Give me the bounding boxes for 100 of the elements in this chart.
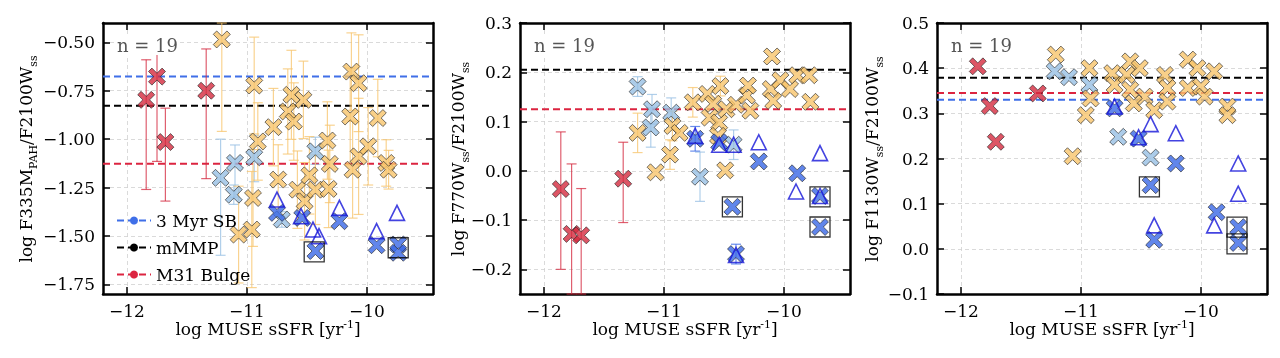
point bbox=[310, 227, 328, 245]
point bbox=[1080, 59, 1099, 78]
point bbox=[1188, 59, 1207, 78]
point bbox=[1167, 124, 1185, 142]
point bbox=[319, 179, 338, 198]
point bbox=[264, 118, 283, 137]
point bbox=[628, 77, 647, 96]
y-tick-label: 0.2 bbox=[484, 62, 512, 83]
point bbox=[1081, 89, 1100, 108]
point bbox=[245, 148, 264, 167]
point bbox=[646, 163, 665, 182]
point bbox=[1156, 66, 1174, 84]
point bbox=[367, 236, 386, 255]
point bbox=[211, 168, 230, 187]
point bbox=[226, 154, 244, 172]
point bbox=[787, 183, 805, 200]
point bbox=[1207, 203, 1226, 222]
point bbox=[197, 81, 216, 100]
y-tick-label: −0.1 bbox=[887, 284, 929, 304]
x-tick-label: −11 bbox=[646, 300, 682, 321]
x-tick-label: −10 bbox=[349, 300, 385, 321]
point bbox=[986, 132, 1005, 151]
y-tick-label: 0.1 bbox=[484, 111, 512, 132]
y-tick-label: −1.25 bbox=[42, 177, 95, 198]
point bbox=[1045, 62, 1064, 81]
point bbox=[716, 161, 735, 180]
point bbox=[284, 112, 303, 131]
x-tick-label: −11 bbox=[1063, 300, 1099, 321]
annotation: n = 19 bbox=[951, 34, 1013, 56]
point bbox=[749, 152, 768, 171]
y-tick-label: 0.3 bbox=[484, 13, 512, 33]
point bbox=[282, 85, 301, 104]
point bbox=[1141, 148, 1160, 167]
point bbox=[245, 76, 264, 95]
point bbox=[1109, 127, 1128, 146]
y-tick-label: −0.1 bbox=[470, 210, 512, 231]
y-tick-label: 0.0 bbox=[901, 238, 929, 259]
point bbox=[1205, 62, 1224, 81]
point bbox=[359, 137, 378, 156]
x-tick-label: −12 bbox=[109, 300, 145, 321]
x-axis-title: log MUSE sSFR [yr$^{-1}$] bbox=[592, 318, 778, 339]
point bbox=[691, 167, 709, 186]
x-tick-label: −12 bbox=[943, 300, 979, 321]
point bbox=[1158, 92, 1177, 111]
point bbox=[368, 222, 385, 240]
annotation: n = 19 bbox=[534, 34, 596, 56]
point bbox=[739, 76, 757, 95]
y-tick-label: 0.2 bbox=[901, 148, 929, 169]
point bbox=[800, 66, 819, 85]
point bbox=[1063, 147, 1082, 166]
point bbox=[224, 185, 243, 204]
point bbox=[1060, 68, 1078, 87]
y-tick-label: 0.0 bbox=[484, 160, 512, 181]
y-tick-label: −0.75 bbox=[42, 80, 95, 101]
y-tick-label: −0.50 bbox=[42, 32, 95, 53]
point bbox=[304, 221, 322, 238]
point bbox=[1229, 185, 1247, 203]
y-tick-label: −0.2 bbox=[470, 259, 512, 280]
point bbox=[1166, 154, 1185, 173]
point bbox=[137, 90, 156, 109]
point bbox=[389, 243, 408, 262]
point bbox=[670, 123, 689, 142]
point bbox=[242, 220, 261, 239]
point bbox=[683, 93, 702, 112]
point bbox=[763, 47, 781, 66]
point bbox=[750, 133, 768, 151]
point bbox=[801, 92, 820, 111]
point bbox=[741, 101, 760, 120]
point bbox=[349, 74, 368, 93]
point bbox=[148, 67, 166, 86]
point bbox=[1218, 106, 1237, 125]
point bbox=[268, 191, 286, 208]
point bbox=[269, 170, 288, 189]
annotation: n = 19 bbox=[117, 34, 179, 56]
point bbox=[1142, 115, 1159, 133]
point bbox=[1124, 94, 1143, 113]
point bbox=[244, 189, 262, 207]
point bbox=[1028, 84, 1047, 103]
y-tick-label: 0.3 bbox=[901, 103, 929, 124]
point bbox=[212, 30, 231, 49]
x-axis-title: log MUSE sSFR [yr$^{-1}$] bbox=[175, 318, 361, 339]
point bbox=[1229, 155, 1247, 172]
point bbox=[968, 57, 987, 76]
point bbox=[643, 100, 661, 119]
x-tick-label: −12 bbox=[526, 300, 562, 321]
point bbox=[379, 160, 398, 179]
point bbox=[368, 109, 387, 127]
legend-label: 3 Myr SB bbox=[156, 210, 237, 231]
point bbox=[342, 62, 361, 81]
x-tick-label: −10 bbox=[1183, 300, 1219, 321]
point bbox=[320, 155, 339, 173]
y-tick-label: −1.50 bbox=[42, 225, 95, 246]
point bbox=[1205, 217, 1223, 234]
y-tick-label: −1.00 bbox=[42, 129, 95, 150]
point bbox=[811, 144, 829, 162]
point bbox=[980, 97, 999, 116]
point bbox=[248, 132, 267, 151]
point bbox=[294, 90, 313, 109]
point bbox=[1046, 45, 1065, 64]
point bbox=[551, 180, 570, 198]
